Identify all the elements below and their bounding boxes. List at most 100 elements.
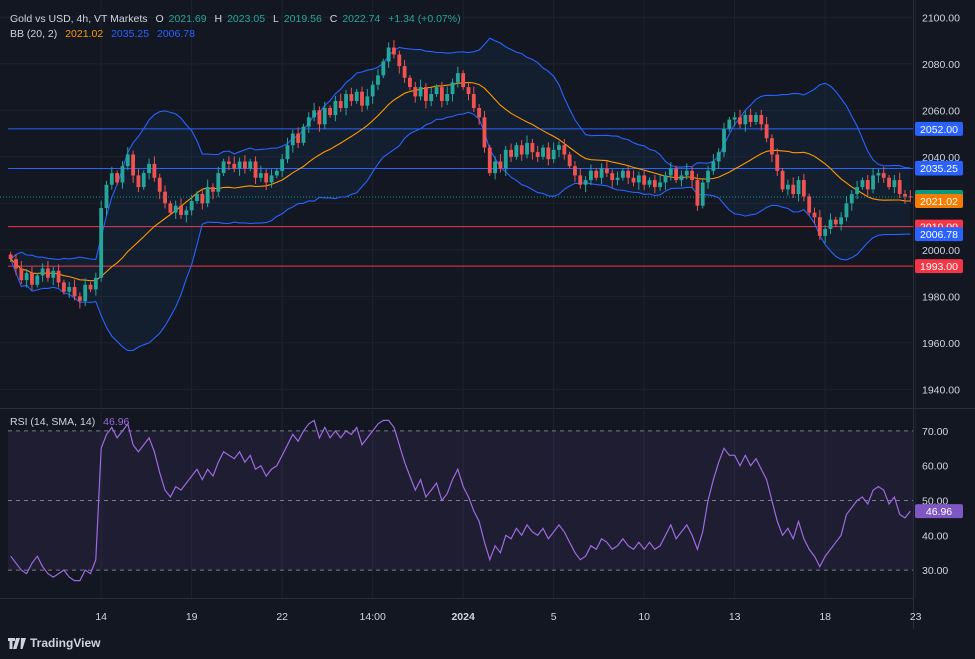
candle-body[interactable] xyxy=(93,277,98,290)
candle-body[interactable] xyxy=(636,175,641,183)
candle-body[interactable] xyxy=(104,184,109,208)
candle-body[interactable] xyxy=(876,173,881,176)
candle-body[interactable] xyxy=(652,180,657,188)
candle-body[interactable] xyxy=(674,168,679,181)
candle-body[interactable] xyxy=(897,180,902,195)
candle-body[interactable] xyxy=(14,259,18,269)
candle-body[interactable] xyxy=(716,152,721,162)
bb-lower-line[interactable] xyxy=(10,111,911,352)
candle-body[interactable] xyxy=(99,208,104,278)
candle-body[interactable] xyxy=(349,94,354,102)
candle-body[interactable] xyxy=(658,182,663,188)
candle-body[interactable] xyxy=(40,268,45,276)
candle-body[interactable] xyxy=(205,187,210,204)
candle-body[interactable] xyxy=(509,149,513,157)
candle-body[interactable] xyxy=(477,108,482,118)
candle-body[interactable] xyxy=(274,170,279,176)
candle-body[interactable] xyxy=(423,87,428,102)
candle-body[interactable] xyxy=(8,254,13,260)
candle-body[interactable] xyxy=(306,117,311,127)
candle-body[interactable] xyxy=(785,184,790,190)
candle-body[interactable] xyxy=(706,170,710,183)
candle-body[interactable] xyxy=(828,219,833,229)
candle-body[interactable] xyxy=(157,177,162,192)
candle-body[interactable] xyxy=(557,145,561,150)
candle-body[interactable] xyxy=(455,73,460,83)
candle-body[interactable] xyxy=(748,114,753,122)
candle-body[interactable] xyxy=(690,170,694,181)
candle-body[interactable] xyxy=(19,268,24,281)
candle-body[interactable] xyxy=(732,117,737,120)
candle-body[interactable] xyxy=(189,201,194,211)
candle-body[interactable] xyxy=(77,296,82,302)
candle-body[interactable] xyxy=(51,270,56,278)
candle-body[interactable] xyxy=(589,170,593,181)
candle-body[interactable] xyxy=(801,180,806,197)
symbol-legend[interactable]: Gold vs USD, 4h, VT Markets O 2021.69 H 20… xyxy=(10,13,461,25)
candle-body[interactable] xyxy=(610,173,615,181)
candle-body[interactable] xyxy=(56,270,61,283)
candle-body[interactable] xyxy=(269,175,274,183)
candle-body[interactable] xyxy=(855,187,860,195)
candle-body[interactable] xyxy=(386,47,391,62)
candle-body[interactable] xyxy=(599,168,604,178)
candle-body[interactable] xyxy=(903,194,907,197)
candle-body[interactable] xyxy=(24,273,29,281)
candle-body[interactable] xyxy=(642,175,647,185)
candle-body[interactable] xyxy=(312,110,317,118)
candle-body[interactable] xyxy=(865,180,870,190)
candle-body[interactable] xyxy=(397,54,402,67)
candle-body[interactable] xyxy=(573,166,577,176)
candle-body[interactable] xyxy=(812,212,817,218)
candle-body[interactable] xyxy=(541,147,545,157)
candle-body[interactable] xyxy=(466,87,471,95)
candle-body[interactable] xyxy=(695,180,700,206)
candle-body[interactable] xyxy=(338,101,343,108)
candle-body[interactable] xyxy=(743,114,748,125)
candle-body[interactable] xyxy=(498,161,503,169)
candle-body[interactable] xyxy=(253,161,258,178)
candle-body[interactable] xyxy=(179,205,183,215)
candle-body[interactable] xyxy=(796,180,801,195)
candle-body[interactable] xyxy=(264,173,269,183)
candle-body[interactable] xyxy=(35,275,40,285)
candle-body[interactable] xyxy=(115,173,120,183)
candle-body[interactable] xyxy=(109,173,114,185)
candle-body[interactable] xyxy=(195,194,199,202)
candle-body[interactable] xyxy=(344,94,348,108)
candle-body[interactable] xyxy=(216,173,221,192)
candle-body[interactable] xyxy=(370,84,375,97)
bb-basis-line[interactable] xyxy=(10,81,911,282)
candle-body[interactable] xyxy=(679,175,684,181)
candle-body[interactable] xyxy=(168,203,173,213)
candle-body[interactable] xyxy=(519,145,524,155)
candle-body[interactable] xyxy=(562,145,567,155)
candle-body[interactable] xyxy=(392,47,396,55)
candle-body[interactable] xyxy=(173,205,178,213)
candle-body[interactable] xyxy=(487,147,492,174)
candle-body[interactable] xyxy=(376,75,380,85)
candle-body[interactable] xyxy=(296,133,301,143)
candle-body[interactable] xyxy=(471,94,476,108)
candle-body[interactable] xyxy=(594,170,599,178)
candle-body[interactable] xyxy=(631,177,636,183)
candle-body[interactable] xyxy=(871,175,875,190)
candle-body[interactable] xyxy=(439,87,444,102)
candle-body[interactable] xyxy=(258,173,263,178)
candle-body[interactable] xyxy=(147,163,151,174)
candle-body[interactable] xyxy=(248,161,253,169)
candle-body[interactable] xyxy=(620,170,625,178)
candle-body[interactable] xyxy=(461,73,466,88)
candle-body[interactable] xyxy=(668,168,673,176)
candle-body[interactable] xyxy=(434,87,439,95)
candle-body[interactable] xyxy=(493,161,498,174)
candle-body[interactable] xyxy=(759,114,764,125)
candle-body[interactable] xyxy=(131,154,136,176)
candle-body[interactable] xyxy=(514,145,519,157)
candle-body[interactable] xyxy=(152,163,157,178)
candle-body[interactable] xyxy=(908,196,913,198)
candle-body[interactable] xyxy=(722,128,726,153)
candle-body[interactable] xyxy=(30,273,34,285)
candle-body[interactable] xyxy=(125,154,130,167)
candle-body[interactable] xyxy=(445,94,450,102)
